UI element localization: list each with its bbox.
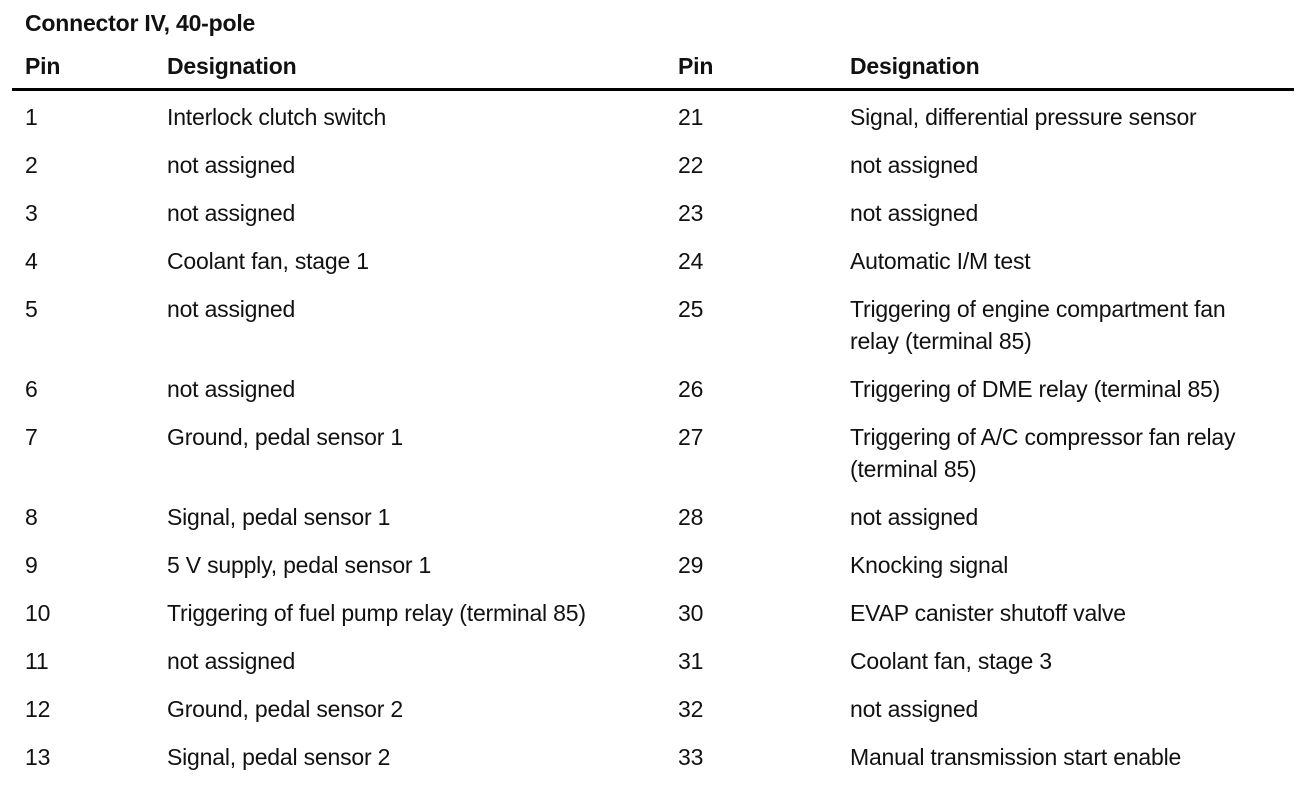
pin-number: 33 — [678, 744, 704, 770]
pin-designation: Triggering of DME relay (terminal 85) — [850, 376, 1221, 402]
pin-number: 12 — [25, 696, 51, 722]
pin-designation: not assigned — [167, 648, 296, 674]
pin-number: 31 — [678, 648, 704, 674]
table-row: 2 not assigned 22 not assigned — [25, 149, 1302, 197]
table-row: 13 Signal, pedal sensor 2 33 Manual tran… — [25, 741, 1302, 789]
table-row: 11 not assigned 31 Coolant fan, stage 3 — [25, 645, 1302, 693]
table-row: 8 Signal, pedal sensor 1 28 not assigned — [25, 501, 1302, 549]
pin-number: 26 — [678, 376, 704, 402]
header-divider — [12, 88, 1294, 91]
pin-designation: Signal, differential pressure sensor — [850, 104, 1197, 130]
pin-number: 13 — [25, 744, 51, 770]
pin-number: 10 — [25, 600, 51, 626]
pin-number: 30 — [678, 600, 704, 626]
pin-number: 9 — [25, 552, 38, 578]
pin-number: 11 — [25, 648, 49, 674]
pin-designation: 5 V supply, pedal sensor 1 — [167, 552, 432, 578]
pin-number: 27 — [678, 424, 704, 450]
page-title: Connector IV, 40-pole — [25, 10, 256, 36]
pin-designation: Ground, pedal sensor 2 — [167, 696, 403, 722]
table-row: 1 Interlock clutch switch 21 Signal, dif… — [25, 101, 1302, 149]
pin-designation: not assigned — [167, 200, 296, 226]
pin-designation: EVAP canister shutoff valve — [850, 600, 1126, 626]
pin-number: 6 — [25, 376, 38, 402]
pin-designation: Coolant fan, stage 3 — [850, 648, 1052, 674]
pin-designation: Signal, pedal sensor 2 — [167, 744, 391, 770]
pin-number: 24 — [678, 248, 704, 274]
pin-designation: not assigned — [167, 376, 296, 402]
pin-column-header-right: Pin — [678, 53, 714, 79]
table-row: 12 Ground, pedal sensor 2 32 not assigne… — [25, 693, 1302, 741]
pin-number: 2 — [25, 152, 38, 178]
pin-number: 22 — [678, 152, 704, 178]
pin-number: 28 — [678, 504, 704, 530]
pin-designation: Coolant fan, stage 1 — [167, 248, 369, 274]
pin-designation: not assigned — [850, 152, 979, 178]
pin-designation: Triggering of engine compartment fan rel… — [850, 296, 1226, 354]
designation-column-header-left: Designation — [167, 53, 297, 79]
pin-number: 32 — [678, 696, 704, 722]
pin-number: 21 — [678, 104, 704, 130]
designation-column-header-right: Designation — [850, 53, 980, 79]
pin-designation: Knocking signal — [850, 552, 1009, 578]
pin-designation: Manual transmission start enable — [850, 744, 1182, 770]
pin-designation: not assigned — [167, 296, 296, 322]
table-header: Pin Designation Pin Designation — [25, 50, 1302, 82]
pin-number: 3 — [25, 200, 38, 226]
table-row: 3 not assigned 23 not assigned — [25, 197, 1302, 245]
pin-designation: not assigned — [850, 504, 979, 530]
pin-designation: not assigned — [850, 696, 979, 722]
pin-column-header-left: Pin — [25, 53, 61, 79]
pin-designation: Interlock clutch switch — [167, 104, 387, 130]
pin-table: 1 Interlock clutch switch 21 Signal, dif… — [25, 101, 1302, 789]
pin-number: 4 — [25, 248, 38, 274]
pin-number: 5 — [25, 296, 38, 322]
pin-number: 7 — [25, 424, 38, 450]
pin-designation: not assigned — [850, 200, 979, 226]
pin-number: 25 — [678, 296, 704, 322]
table-row: 4 Coolant fan, stage 1 24 Automatic I/M … — [25, 245, 1302, 293]
pin-designation: Ground, pedal sensor 1 — [167, 424, 403, 450]
table-row: 6 not assigned 26 Triggering of DME rela… — [25, 373, 1302, 421]
pin-number: 1 — [25, 104, 38, 130]
pin-designation: Triggering of A/C compressor fan relay (… — [850, 424, 1236, 482]
pin-number: 29 — [678, 552, 704, 578]
table-row: 5 not assigned 25 Triggering of engine c… — [25, 293, 1302, 373]
table-row: 7 Ground, pedal sensor 1 27 Triggering o… — [25, 421, 1302, 501]
pin-designation: Automatic I/M test — [850, 248, 1031, 274]
pin-number: 23 — [678, 200, 704, 226]
table-row: 9 5 V supply, pedal sensor 1 29 Knocking… — [25, 549, 1302, 597]
pin-designation: not assigned — [167, 152, 296, 178]
table-row: 10 Triggering of fuel pump relay (termin… — [25, 597, 1302, 645]
pin-designation: Triggering of fuel pump relay (terminal … — [167, 600, 586, 626]
pin-number: 8 — [25, 504, 38, 530]
pin-designation: Signal, pedal sensor 1 — [167, 504, 391, 530]
